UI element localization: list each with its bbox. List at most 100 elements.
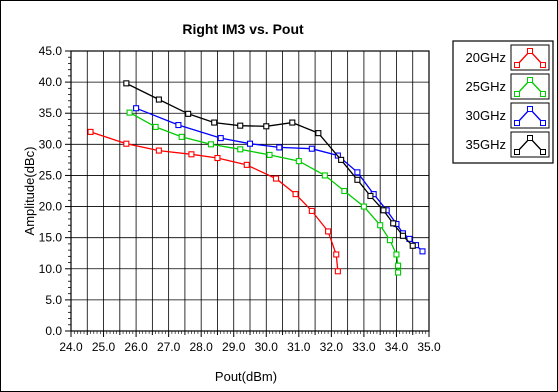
data-point xyxy=(126,109,133,116)
x-tick-label: 34.0 xyxy=(385,340,409,354)
series-35GHz xyxy=(123,80,416,249)
data-point xyxy=(276,144,283,151)
legend: 20GHz 25GHz 30GHz 35GHz xyxy=(452,40,554,164)
series-line xyxy=(129,112,399,273)
data-point xyxy=(87,128,94,135)
data-point xyxy=(333,251,340,258)
x-tick-label: 30.0 xyxy=(255,340,279,354)
data-point xyxy=(155,147,162,154)
series-25GHz xyxy=(126,109,402,276)
data-point xyxy=(133,105,140,112)
data-point xyxy=(395,262,402,269)
y-tick-label: 20.0 xyxy=(39,200,63,214)
y-tick-label: 30.0 xyxy=(39,137,63,151)
data-point xyxy=(308,145,315,152)
data-point xyxy=(334,268,341,275)
legend-marker xyxy=(527,135,533,141)
data-point xyxy=(308,207,315,214)
legend-marker xyxy=(527,77,533,83)
data-point xyxy=(188,151,195,158)
chart-title: Right IM3 vs. Pout xyxy=(182,21,304,37)
data-point xyxy=(380,207,387,214)
legend-marker xyxy=(514,62,520,68)
y-tick-label: 40.0 xyxy=(39,75,63,89)
y-tick-label: 15.0 xyxy=(39,231,63,245)
data-point xyxy=(178,133,185,140)
data-point xyxy=(214,154,221,162)
data-point xyxy=(246,140,254,147)
legend-marker xyxy=(514,149,520,155)
legend-label: 20GHz xyxy=(466,50,506,65)
legend-label: 25GHz xyxy=(466,79,506,94)
y-tick-label: 25.0 xyxy=(39,168,63,182)
data-point xyxy=(155,96,162,103)
y-tick-label: 35.0 xyxy=(39,106,63,120)
x-tick-label: 32.0 xyxy=(320,340,344,354)
series-line xyxy=(90,131,339,272)
data-point xyxy=(123,80,130,87)
y-tick-label: 45.0 xyxy=(39,44,63,58)
data-point xyxy=(325,228,332,235)
legend-marker xyxy=(514,120,520,126)
data-point xyxy=(207,141,214,148)
legend-entry-35GHz: 35GHz xyxy=(466,131,550,158)
data-point xyxy=(292,191,299,198)
data-point xyxy=(406,235,413,242)
data-point xyxy=(175,121,182,129)
data-point xyxy=(341,187,348,195)
legend-entry-25GHz: 25GHz xyxy=(466,73,550,100)
grid-lines xyxy=(71,51,429,331)
data-point xyxy=(409,242,416,249)
data-point xyxy=(321,172,328,179)
x-tick-label: 28.0 xyxy=(190,340,214,354)
x-tick-label: 26.0 xyxy=(124,340,148,354)
data-point xyxy=(354,169,361,176)
x-axis-label: Pout(dBm) xyxy=(215,369,277,384)
legend-label: 30GHz xyxy=(466,108,506,123)
series-layer xyxy=(87,80,426,276)
legend-marker xyxy=(527,48,533,54)
y-tick-label: 10.0 xyxy=(39,262,63,276)
legend-marker xyxy=(514,91,520,97)
series-line xyxy=(126,82,414,247)
data-point xyxy=(386,237,393,244)
data-point xyxy=(272,175,280,182)
data-point xyxy=(393,251,400,258)
legend-marker xyxy=(527,106,533,112)
data-point xyxy=(123,140,130,147)
legend-entry-20GHz: 20GHz xyxy=(466,44,550,71)
data-point xyxy=(185,110,192,117)
data-point xyxy=(289,119,296,126)
y-tick-label: 0.0 xyxy=(45,324,62,338)
data-point xyxy=(377,222,384,229)
series-line xyxy=(135,107,423,252)
data-point xyxy=(419,248,426,255)
legend-marker xyxy=(540,91,546,97)
data-point xyxy=(237,122,244,129)
data-point xyxy=(237,146,244,153)
data-point xyxy=(390,220,397,227)
data-point xyxy=(395,269,402,276)
y-tick-label: 5.0 xyxy=(45,293,62,307)
axis-ticks: 0.0 5.0 10.0 15.0 20.0 25.0 30.0 35.0 40.0 45.0 24… xyxy=(39,44,441,354)
x-tick-label: 29.0 xyxy=(222,340,246,354)
data-point xyxy=(211,119,218,126)
data-point xyxy=(295,158,302,165)
data-point xyxy=(266,151,273,158)
data-point xyxy=(243,161,250,168)
legend-marker xyxy=(540,62,546,68)
series-20GHz xyxy=(87,128,341,275)
legend-marker xyxy=(540,120,546,126)
y-axis-label: Amplitude(dBc) xyxy=(22,147,37,236)
x-tick-label: 27.0 xyxy=(157,340,181,354)
data-point xyxy=(367,192,374,200)
data-point xyxy=(263,123,270,130)
x-tick-label: 31.0 xyxy=(287,340,311,354)
data-point xyxy=(354,176,361,183)
data-point xyxy=(399,232,407,239)
x-tick-label: 35.0 xyxy=(417,340,441,354)
data-point xyxy=(217,135,224,142)
x-tick-label: 24.0 xyxy=(59,340,83,354)
data-point xyxy=(360,203,367,210)
legend-entry-30GHz: 30GHz xyxy=(466,102,550,129)
